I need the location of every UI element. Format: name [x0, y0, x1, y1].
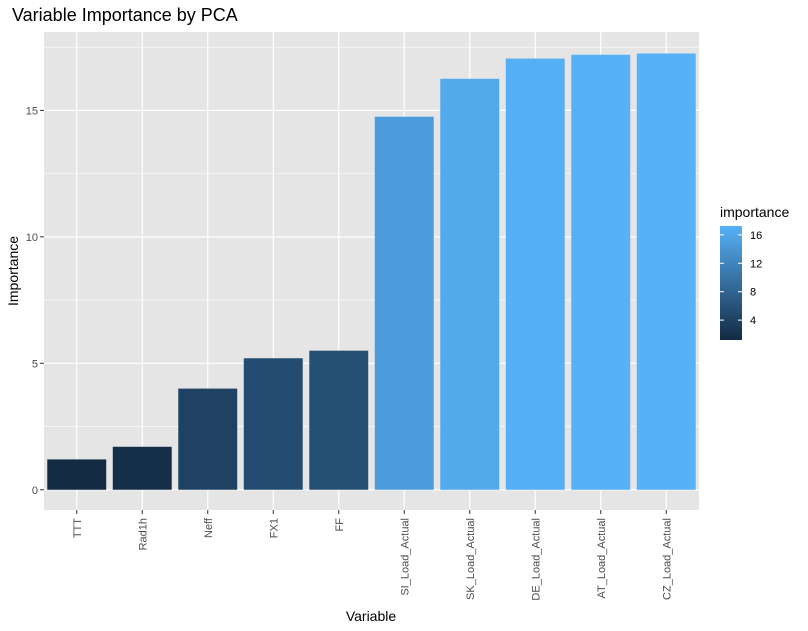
- legend-tick-label: 8: [750, 287, 756, 299]
- x-axis-title: Variable: [346, 608, 397, 624]
- x-tick-label-at-load-actual: AT_Load_Actual: [596, 518, 608, 599]
- legend-title: importance: [720, 204, 789, 220]
- bar-de-load-actual: [505, 58, 565, 490]
- y-axis: 0 5 10 15: [26, 105, 44, 497]
- legend-tick-label: 16: [750, 230, 762, 242]
- bar-cz-load-actual: [636, 53, 696, 490]
- chart-title: Variable Importance by PCA: [12, 5, 238, 25]
- bar-fx1: [243, 358, 303, 490]
- bar-at-load-actual: [571, 54, 631, 490]
- bar-si-load-actual: [374, 116, 434, 490]
- y-tick-label: 15: [26, 105, 38, 117]
- legend-tick-label: 4: [750, 315, 756, 327]
- x-tick-label-sk-load-actual: SK_Load_Actual: [465, 518, 477, 600]
- legend-colorbar: [720, 226, 742, 340]
- x-tick-label-fx1: FX1: [268, 518, 280, 538]
- y-axis-title: Importance: [5, 236, 21, 306]
- y-tick-label: 0: [32, 485, 38, 497]
- legend-tick-label: 12: [750, 258, 762, 270]
- x-tick-label-neff: Neff: [203, 517, 215, 538]
- x-tick-label-ttt: TTT: [72, 518, 84, 538]
- x-tick-label-cz-load-actual: CZ_Load_Actual: [661, 518, 673, 600]
- x-axis: TTT Rad1h Neff FX1 FF SI_Load_Actual SK_Load_A…: [72, 510, 673, 601]
- y-tick-label: 10: [26, 232, 38, 244]
- bars: [47, 53, 696, 490]
- bar-ff: [309, 350, 369, 490]
- bar-rad1h: [112, 446, 172, 490]
- y-tick-label: 5: [32, 358, 38, 370]
- bar-neff: [178, 388, 238, 490]
- x-tick-label-si-load-actual: SI_Load_Actual: [399, 518, 411, 596]
- x-tick-label-de-load-actual: DE_Load_Actual: [530, 518, 542, 601]
- bar-sk-load-actual: [440, 78, 500, 490]
- x-tick-label-ff: FF: [334, 518, 346, 532]
- bar-ttt: [47, 459, 107, 490]
- legend: importance 4 8 12 16: [720, 204, 789, 340]
- x-tick-label-rad1h: Rad1h: [137, 518, 149, 550]
